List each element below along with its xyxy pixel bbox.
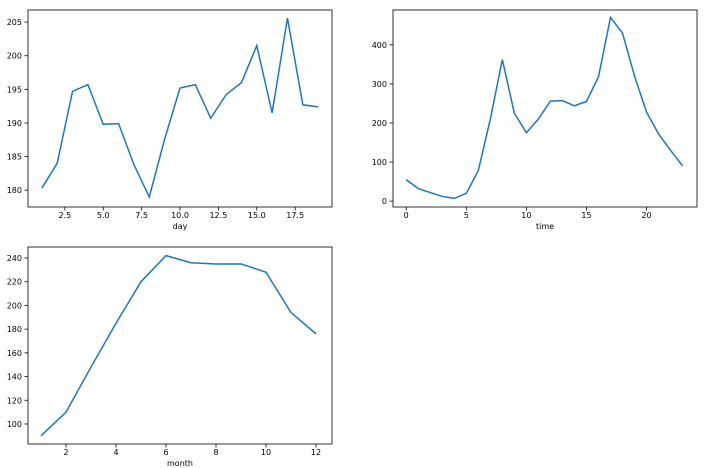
x-axis-label: month	[167, 459, 193, 468]
y-tick-label: 205	[7, 18, 22, 27]
x-tick-label: 5	[464, 211, 469, 220]
y-tick-label: 190	[7, 119, 22, 128]
y-tick-label: 180	[7, 186, 22, 195]
x-tick-label: 15.0	[248, 211, 266, 220]
x-tick-label: 0	[404, 211, 409, 220]
y-tick-label: 200	[372, 119, 387, 128]
y-tick-label: 200	[7, 52, 22, 61]
y-tick-label: 185	[7, 153, 22, 162]
x-tick-label: 2	[63, 448, 68, 457]
y-tick-label: 120	[7, 396, 22, 405]
x-axis-label: time	[536, 222, 554, 231]
y-tick-label: 160	[7, 349, 22, 358]
axes-frame	[27, 246, 333, 445]
x-tick-label: 15	[581, 211, 591, 220]
x-tick-label: 2.5	[58, 211, 71, 220]
y-tick-label: 300	[372, 80, 387, 89]
x-tick-label: 12.5	[209, 211, 227, 220]
x-tick-label: 7.5	[135, 211, 148, 220]
x-tick-label: 20	[641, 211, 651, 220]
y-tick-label: 100	[372, 158, 387, 167]
line	[40, 254, 317, 437]
line	[405, 15, 684, 200]
axes-frame	[392, 9, 698, 208]
y-tick-label: 140	[7, 373, 22, 382]
x-tick-label: 6	[163, 448, 168, 457]
x-tick-label: 17.5	[286, 211, 304, 220]
y-tick-label: 195	[7, 85, 22, 94]
y-tick-label: 240	[7, 254, 22, 263]
y-tick-label: 0	[382, 197, 387, 206]
x-tick-label: 10.0	[171, 211, 189, 220]
y-tick-label: 100	[7, 420, 22, 429]
x-tick-label: 8	[213, 448, 218, 457]
x-axis-label: day	[173, 222, 188, 231]
x-tick-label: 5.0	[97, 211, 110, 220]
y-tick-label: 180	[7, 325, 22, 334]
x-tick-label: 4	[113, 448, 118, 457]
line	[41, 17, 319, 200]
x-tick-label: 12	[311, 448, 321, 457]
y-tick-label: 200	[7, 301, 22, 310]
y-tick-label: 220	[7, 278, 22, 287]
x-tick-label: 10	[521, 211, 531, 220]
x-tick-label: 10	[261, 448, 271, 457]
y-tick-label: 400	[372, 41, 387, 50]
axes-frame	[27, 9, 333, 208]
